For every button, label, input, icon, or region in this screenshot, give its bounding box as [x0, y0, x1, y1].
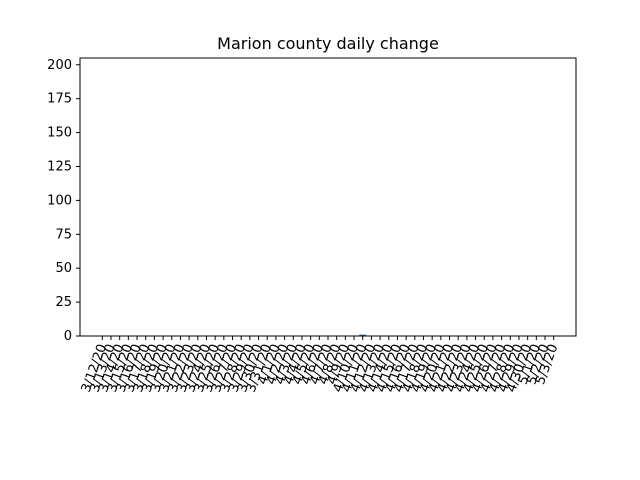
- bars: [359, 334, 367, 336]
- y-tick-label: 100: [47, 193, 72, 208]
- y-tick-label: 200: [47, 58, 72, 73]
- y-axis: 0 25 50 75 100 125 150 175 200: [47, 58, 80, 344]
- y-tick-label: 0: [64, 329, 72, 344]
- chart-title: Marion county daily change: [217, 34, 439, 53]
- y-tick-label: 175: [47, 92, 72, 107]
- y-tick-label: 25: [55, 295, 72, 310]
- plot-frame: [79, 57, 577, 337]
- y-tick-label: 50: [55, 261, 72, 276]
- bar: [359, 334, 367, 336]
- x-axis: 3/12/203/13/203/14/203/15/203/16/203/17/…: [79, 336, 561, 394]
- y-tick-label: 150: [47, 126, 72, 141]
- y-tick-label: 125: [47, 159, 72, 174]
- y-tick-label: 75: [55, 227, 72, 242]
